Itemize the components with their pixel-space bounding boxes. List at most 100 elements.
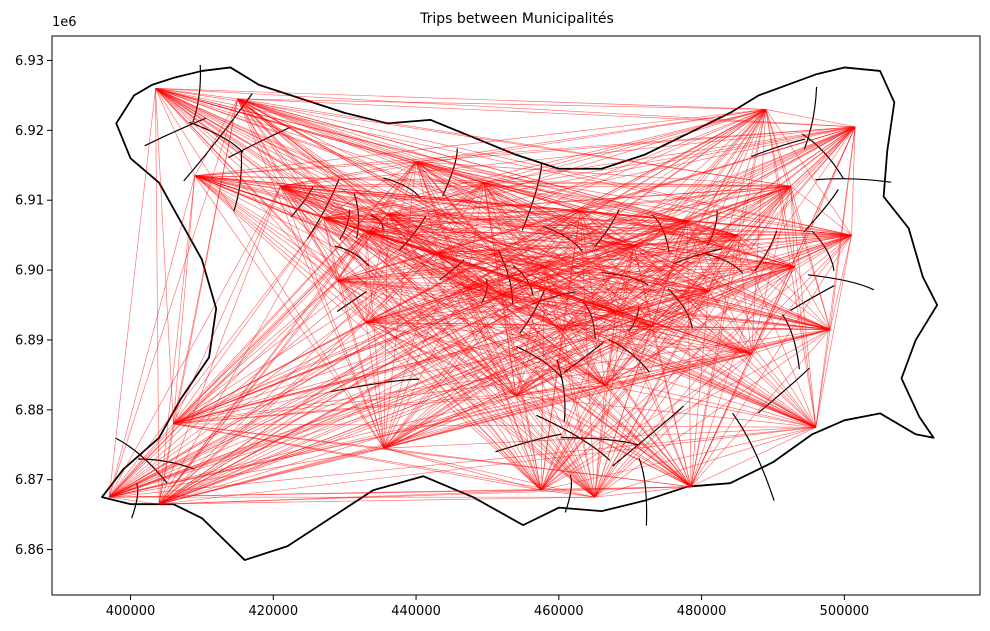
trip-line: [108, 322, 367, 498]
x-tick-label: 460000: [534, 604, 584, 619]
trip-line: [337, 280, 385, 449]
trip-line: [155, 88, 634, 246]
trip-line: [483, 182, 542, 491]
trip-line: [562, 329, 595, 498]
trip-line: [173, 423, 542, 491]
trip-line: [515, 245, 635, 397]
trip-line: [540, 329, 563, 491]
trip-line: [280, 161, 417, 187]
trip-line: [173, 280, 338, 425]
trip-line: [483, 182, 752, 355]
trip-line: [615, 311, 816, 428]
trip-line: [466, 266, 795, 288]
trip-line: [594, 186, 792, 498]
trip-line: [158, 186, 281, 505]
trip-line: [515, 329, 831, 397]
trip-line: [686, 221, 692, 487]
trip-line: [594, 234, 852, 498]
trip-line: [690, 109, 767, 487]
trip-line: [337, 161, 417, 281]
trip-line: [515, 385, 606, 397]
trip-line: [173, 217, 324, 425]
trip-line: [280, 126, 856, 187]
trip-line: [690, 329, 831, 487]
trip-line: [194, 175, 367, 323]
trip-line: [483, 182, 545, 267]
trip-line: [540, 426, 816, 491]
trip-line: [594, 353, 752, 498]
trip-line: [562, 266, 795, 330]
axes-layer: 400000 420000 440000 460000 480000 500000 6.86…: [15, 35, 981, 619]
trip-line: [158, 175, 196, 505]
trip-line: [108, 186, 281, 498]
y-tick-label: 6.88: [15, 403, 44, 418]
trip-line: [323, 217, 467, 288]
trip-line: [109, 489, 541, 498]
trip-line: [280, 109, 766, 187]
trip-line: [604, 185, 792, 386]
trip-line: [323, 109, 766, 219]
trip-line: [383, 182, 485, 449]
trip-line: [687, 220, 738, 236]
municipality-boundary: [192, 64, 202, 123]
trip-line: [540, 385, 606, 491]
trip-line: [337, 280, 367, 323]
trip-line: [790, 186, 817, 428]
trip-line: [794, 234, 852, 267]
trip-line: [604, 109, 767, 386]
trip-line: [173, 186, 281, 424]
trip-line: [237, 98, 484, 184]
x-tick-label: 480000: [677, 604, 727, 619]
trip-line: [237, 98, 385, 449]
trip-line: [155, 88, 517, 397]
trip-line: [158, 98, 238, 505]
trip-line: [562, 245, 635, 330]
trip-line: [158, 109, 767, 505]
trip-line: [155, 88, 388, 215]
trip-line: [158, 329, 563, 505]
x-tick-label: 500000: [820, 604, 870, 619]
trip-line: [751, 266, 795, 355]
trip-line: [483, 182, 791, 187]
trip-line: [415, 161, 634, 246]
trip-line: [544, 210, 581, 267]
trip-line: [594, 426, 816, 498]
trip-line: [108, 210, 581, 498]
trip-line: [465, 287, 563, 330]
trip-line: [751, 234, 852, 355]
trip-line: [337, 234, 852, 281]
trip-line: [562, 234, 852, 330]
trip-line: [690, 234, 852, 487]
trip-line: [173, 175, 196, 424]
trip-line: [337, 213, 388, 281]
trip-line: [237, 98, 634, 246]
trip-line: [515, 395, 595, 498]
trip-line: [173, 423, 384, 449]
trip-line: [109, 496, 160, 505]
trip-line: [383, 245, 635, 449]
trip-line: [579, 210, 692, 487]
municipality-boundary: [815, 178, 892, 183]
trip-line: [415, 161, 795, 267]
trip-line: [690, 266, 795, 487]
trip-line: [237, 98, 831, 330]
trip-line: [633, 245, 752, 355]
trip-line: [580, 126, 856, 212]
trip-line: [415, 161, 652, 327]
trip-line: [515, 395, 542, 491]
trip-line: [562, 329, 692, 487]
trip-line: [605, 234, 852, 386]
trip-line: [194, 175, 545, 267]
trip-line: [158, 280, 338, 505]
trip-line: [108, 280, 338, 498]
trip-line: [633, 126, 856, 246]
trip-line: [765, 109, 852, 236]
trip-line: [155, 88, 791, 187]
trip-line: [155, 88, 238, 100]
region-outline: [101, 66, 939, 561]
trip-line: [615, 311, 692, 487]
trip-line: [158, 245, 634, 505]
trip-line: [633, 185, 791, 246]
trip-line: [194, 175, 338, 281]
trip-line: [790, 126, 856, 187]
